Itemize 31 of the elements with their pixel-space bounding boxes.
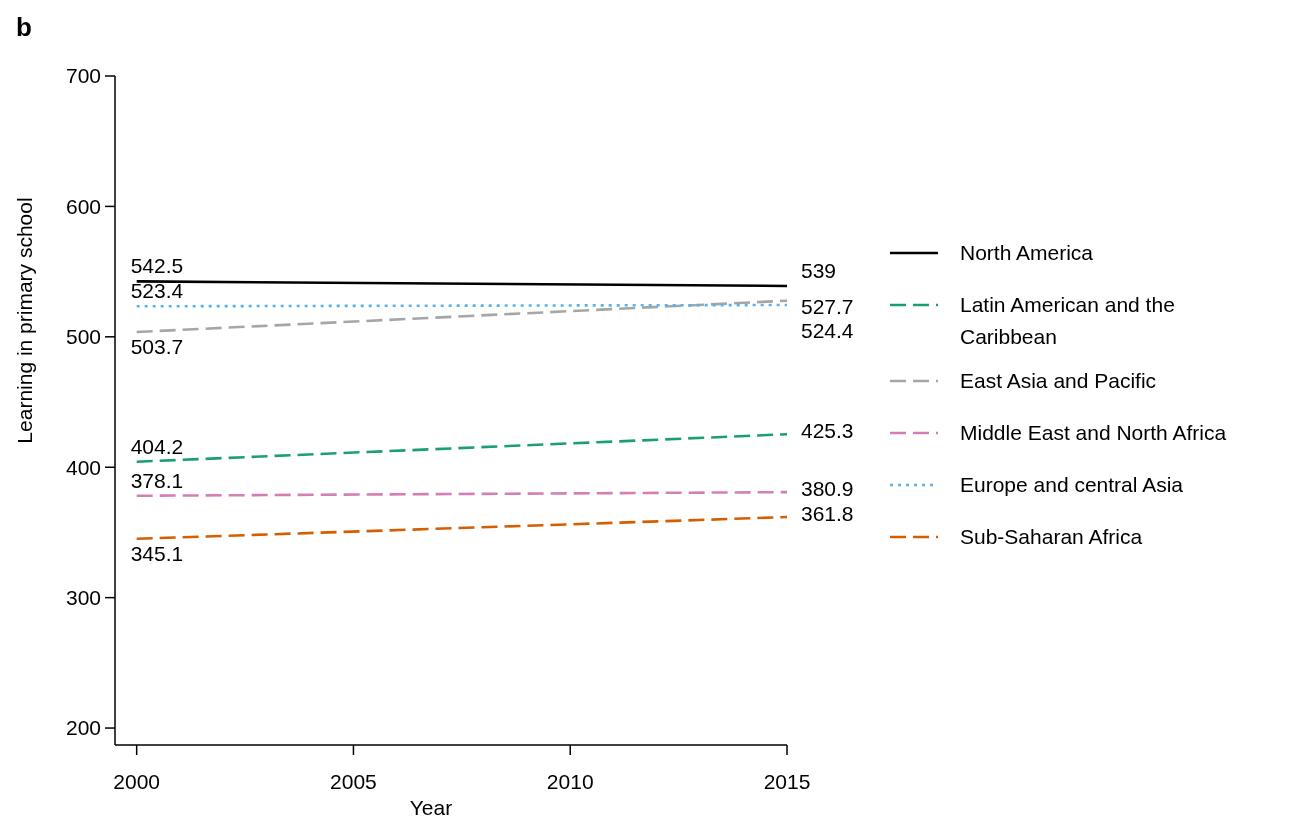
y-axis-title: Learning in primary school xyxy=(13,197,36,444)
data-label: 503.7 xyxy=(130,334,184,358)
x-tick-label: 2000 xyxy=(113,770,161,793)
y-tick-label: 500 xyxy=(65,325,101,349)
legend-label: East Asia and Pacific xyxy=(960,369,1157,393)
legend-label: Middle East and North Africa xyxy=(960,421,1227,445)
x-tick-label: 2010 xyxy=(546,770,594,793)
x-axis-title: Year xyxy=(409,796,453,819)
y-tick-label: 600 xyxy=(65,194,101,218)
data-label: 539 xyxy=(801,258,837,282)
data-label: 380.9 xyxy=(801,477,854,501)
x-tick-label: 2015 xyxy=(763,770,811,793)
x-tick-label: 2005 xyxy=(330,770,377,793)
y-tick-label: 200 xyxy=(65,716,101,740)
y-tick-label: 700 xyxy=(65,64,101,88)
y-tick-label: 400 xyxy=(65,455,101,479)
data-label: 378.1 xyxy=(130,468,184,492)
data-label: 527.7 xyxy=(801,294,854,318)
legend-label: Latin American and the Caribbean xyxy=(960,293,1175,349)
data-label: 361.8 xyxy=(801,502,854,526)
chart-title: b xyxy=(16,12,32,42)
data-label: 425.3 xyxy=(801,419,854,443)
data-label: 542.5 xyxy=(130,254,184,278)
legend-label: North America xyxy=(960,241,1094,265)
data-label: 404.2 xyxy=(130,434,184,458)
data-label: 345.1 xyxy=(130,541,184,565)
legend-label: Sub-Saharan Africa xyxy=(960,525,1143,549)
legend-label: Europe and central Asia xyxy=(960,473,1184,497)
data-label: 523.4 xyxy=(130,279,184,303)
y-tick-label: 300 xyxy=(65,585,101,609)
data-label: 524.4 xyxy=(801,318,854,342)
